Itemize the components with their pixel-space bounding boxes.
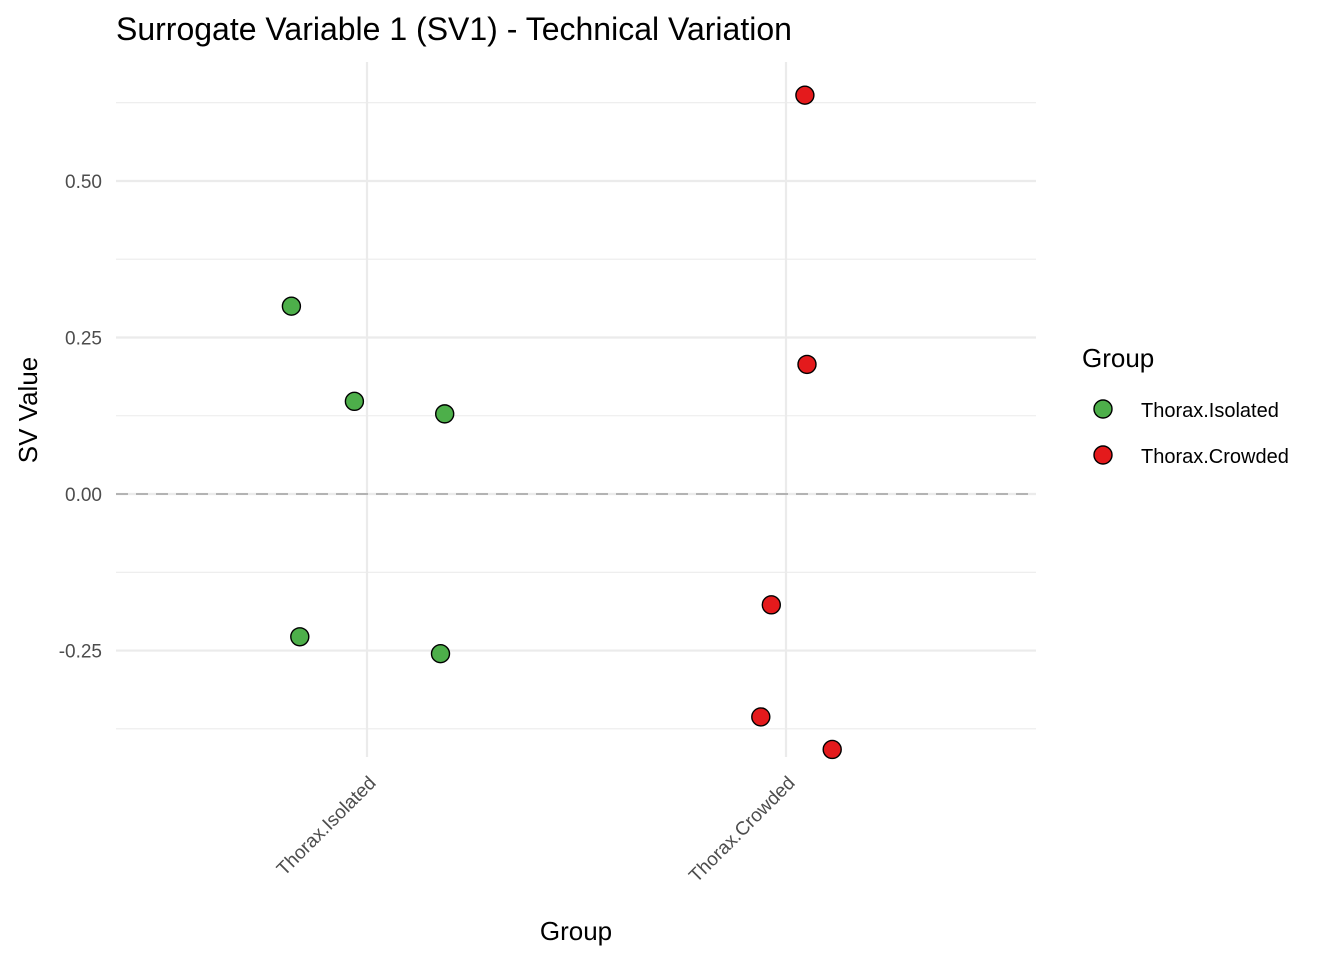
legend-label-thorax-isolated: Thorax.Isolated <box>1141 400 1279 422</box>
data-point-thorax-crowded <box>751 707 771 727</box>
x-tick-label: Thorax.Isolated <box>273 773 380 880</box>
data-point-thorax-crowded <box>761 595 781 615</box>
legend-entry-thorax-crowded: Thorax.Crowded <box>1093 445 1289 468</box>
data-point-thorax-isolated <box>290 627 310 647</box>
data-point-thorax-crowded <box>795 85 815 105</box>
data-point-thorax-crowded <box>797 354 817 375</box>
legend: Group Thorax.Isolated Thorax.Crowded <box>1082 343 1289 468</box>
x-axis-ticks: Thorax.Isolated Thorax.Crowded <box>273 773 799 887</box>
data-point-thorax-isolated <box>435 404 455 424</box>
y-axis-title: SV Value <box>13 357 43 463</box>
data-point-thorax-isolated <box>281 296 302 316</box>
legend-label-thorax-crowded: Thorax.Crowded <box>1141 446 1289 468</box>
y-tick-label: -0.25 <box>59 642 102 663</box>
data-point-thorax-crowded <box>822 739 842 760</box>
y-tick-label: 0.00 <box>65 485 102 506</box>
y-tick-label: 0.50 <box>65 172 102 193</box>
x-axis-title: Group <box>540 916 612 946</box>
chart-title: Surrogate Variable 1 (SV1) - Technical V… <box>116 11 792 47</box>
y-axis-ticks: -0.25 0.00 0.25 0.50 <box>59 172 102 663</box>
data-points <box>281 85 842 760</box>
data-point-thorax-isolated <box>430 643 451 664</box>
y-tick-label: 0.25 <box>65 328 102 349</box>
grid <box>116 62 1036 757</box>
data-point-thorax-isolated <box>344 391 365 412</box>
legend-entry-thorax-isolated: Thorax.Isolated <box>1093 399 1279 422</box>
legend-key-thorax-crowded <box>1093 445 1113 465</box>
legend-key-thorax-isolated <box>1093 399 1113 419</box>
x-tick-label: Thorax.Crowded <box>685 773 799 887</box>
legend-title: Group <box>1082 343 1154 373</box>
